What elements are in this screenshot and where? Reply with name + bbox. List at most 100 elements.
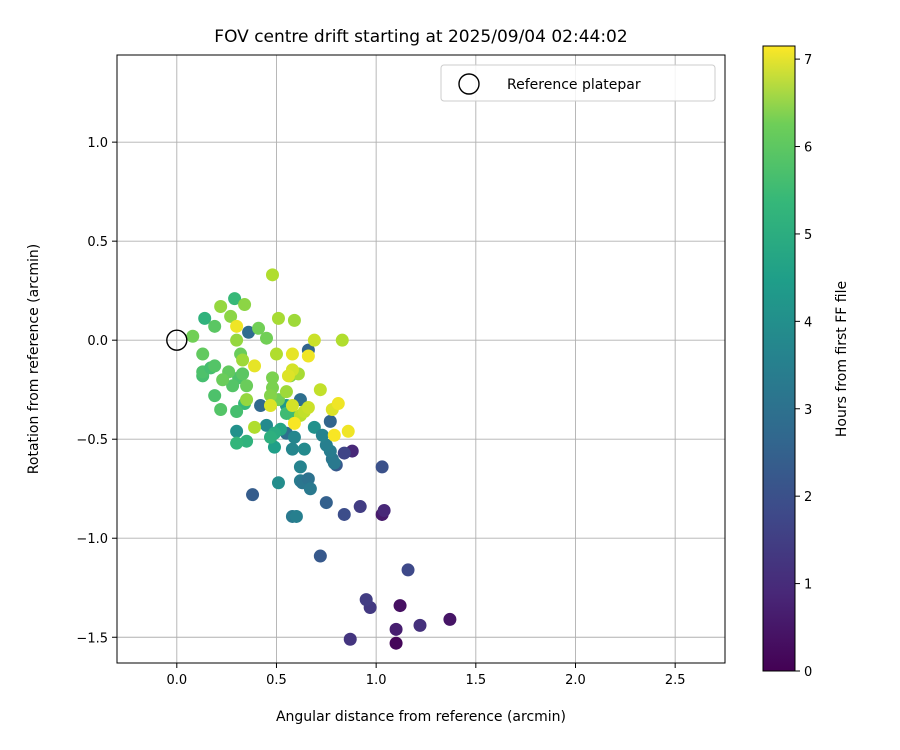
data-point xyxy=(248,359,262,373)
data-point xyxy=(230,404,244,418)
y-tick-label: −1.5 xyxy=(76,631,108,646)
data-point xyxy=(208,389,222,403)
data-point xyxy=(307,333,321,347)
data-point xyxy=(263,389,277,403)
data-point xyxy=(313,383,327,397)
data-point xyxy=(319,496,333,510)
colorbar: 0 1 2 3 4 5 6 7 Hours from first FF file xyxy=(762,45,850,680)
data-point xyxy=(331,397,345,411)
data-point xyxy=(252,321,266,335)
plot-frame xyxy=(116,54,726,664)
data-point xyxy=(389,636,403,650)
data-point xyxy=(230,319,244,333)
data-point xyxy=(323,414,337,428)
colorbar-ticks: 0 1 2 3 4 5 6 7 xyxy=(795,53,812,680)
data-point xyxy=(413,618,427,632)
y-tick-label: 1.0 xyxy=(87,136,108,151)
data-point xyxy=(375,460,389,474)
data-point xyxy=(269,347,283,361)
data-point xyxy=(216,373,230,387)
data-point xyxy=(214,300,228,314)
data-point xyxy=(260,331,274,345)
x-tick-label: 0.0 xyxy=(166,673,187,688)
data-point xyxy=(301,401,315,415)
colorbar-label: Hours from first FF file xyxy=(834,281,850,437)
data-point xyxy=(271,311,285,325)
chart-title: FOV centre drift starting at 2025/09/04 … xyxy=(214,27,627,47)
data-point xyxy=(186,329,200,343)
data-point xyxy=(337,446,351,460)
data-point xyxy=(285,399,299,413)
data-point xyxy=(285,347,299,361)
data-point xyxy=(301,472,315,486)
colorbar-tick-label: 5 xyxy=(804,228,812,243)
data-point xyxy=(335,333,349,347)
data-point xyxy=(230,333,244,347)
y-axis-ticks: 1.0 0.5 0.0 −0.5 −1.0 −1.5 xyxy=(76,136,117,646)
legend-entry-reference-platepar: Reference platepar xyxy=(507,77,641,93)
data-point xyxy=(236,353,250,367)
data-point xyxy=(263,430,277,444)
data-point xyxy=(196,347,210,361)
colorbar-gradient xyxy=(762,45,796,672)
data-point xyxy=(230,424,244,438)
data-point xyxy=(260,418,274,432)
data-point xyxy=(208,319,222,333)
data-point xyxy=(297,442,311,456)
data-point xyxy=(254,399,268,413)
data-point xyxy=(359,593,373,607)
data-point xyxy=(377,504,391,518)
x-tick-label: 2.5 xyxy=(665,673,686,688)
data-point xyxy=(289,509,303,523)
data-point xyxy=(303,482,317,496)
x-axis-label: Angular distance from reference (arcmin) xyxy=(276,709,566,725)
data-point xyxy=(443,612,457,626)
y-axis-label: Rotation from reference (arcmin) xyxy=(26,244,42,474)
data-point xyxy=(248,420,262,434)
x-axis-ticks: 0.0 0.5 1.0 1.5 2.0 2.5 xyxy=(166,663,686,688)
data-point xyxy=(240,393,254,407)
x-tick-label: 0.5 xyxy=(266,673,287,688)
data-point xyxy=(341,424,355,438)
data-point xyxy=(267,440,281,454)
colorbar-tick-label: 1 xyxy=(804,578,812,593)
data-point xyxy=(389,622,403,636)
colorbar-tick-label: 0 xyxy=(804,665,812,680)
data-point xyxy=(246,488,260,502)
data-point xyxy=(327,428,341,442)
data-point xyxy=(238,298,252,312)
data-point xyxy=(198,311,212,325)
legend-marker-icon xyxy=(458,73,480,95)
y-tick-label: −0.5 xyxy=(76,433,108,448)
data-point xyxy=(319,438,333,452)
data-point xyxy=(401,563,415,577)
data-point xyxy=(224,309,238,323)
data-point xyxy=(236,367,250,381)
data-point xyxy=(240,434,254,448)
reference-platepar-marker xyxy=(166,329,188,351)
grid xyxy=(117,55,725,663)
data-point xyxy=(337,507,351,521)
data-point xyxy=(230,436,244,450)
data-point xyxy=(208,359,222,373)
data-point xyxy=(393,599,407,613)
x-tick-label: 1.0 xyxy=(366,673,387,688)
data-point xyxy=(343,632,357,646)
x-tick-label: 1.5 xyxy=(465,673,486,688)
data-point xyxy=(313,549,327,563)
y-tick-label: 0.0 xyxy=(87,334,108,349)
data-point xyxy=(228,292,242,306)
data-point xyxy=(265,371,279,385)
data-points xyxy=(186,268,457,650)
data-point xyxy=(240,379,254,393)
data-point xyxy=(287,313,301,327)
legend: Reference platepar xyxy=(440,64,716,102)
data-point xyxy=(214,403,228,417)
y-tick-label: −1.0 xyxy=(76,532,108,547)
data-point xyxy=(301,349,315,363)
data-point xyxy=(327,456,341,470)
data-point xyxy=(279,385,293,399)
x-tick-label: 2.0 xyxy=(565,673,586,688)
data-point xyxy=(265,268,279,282)
